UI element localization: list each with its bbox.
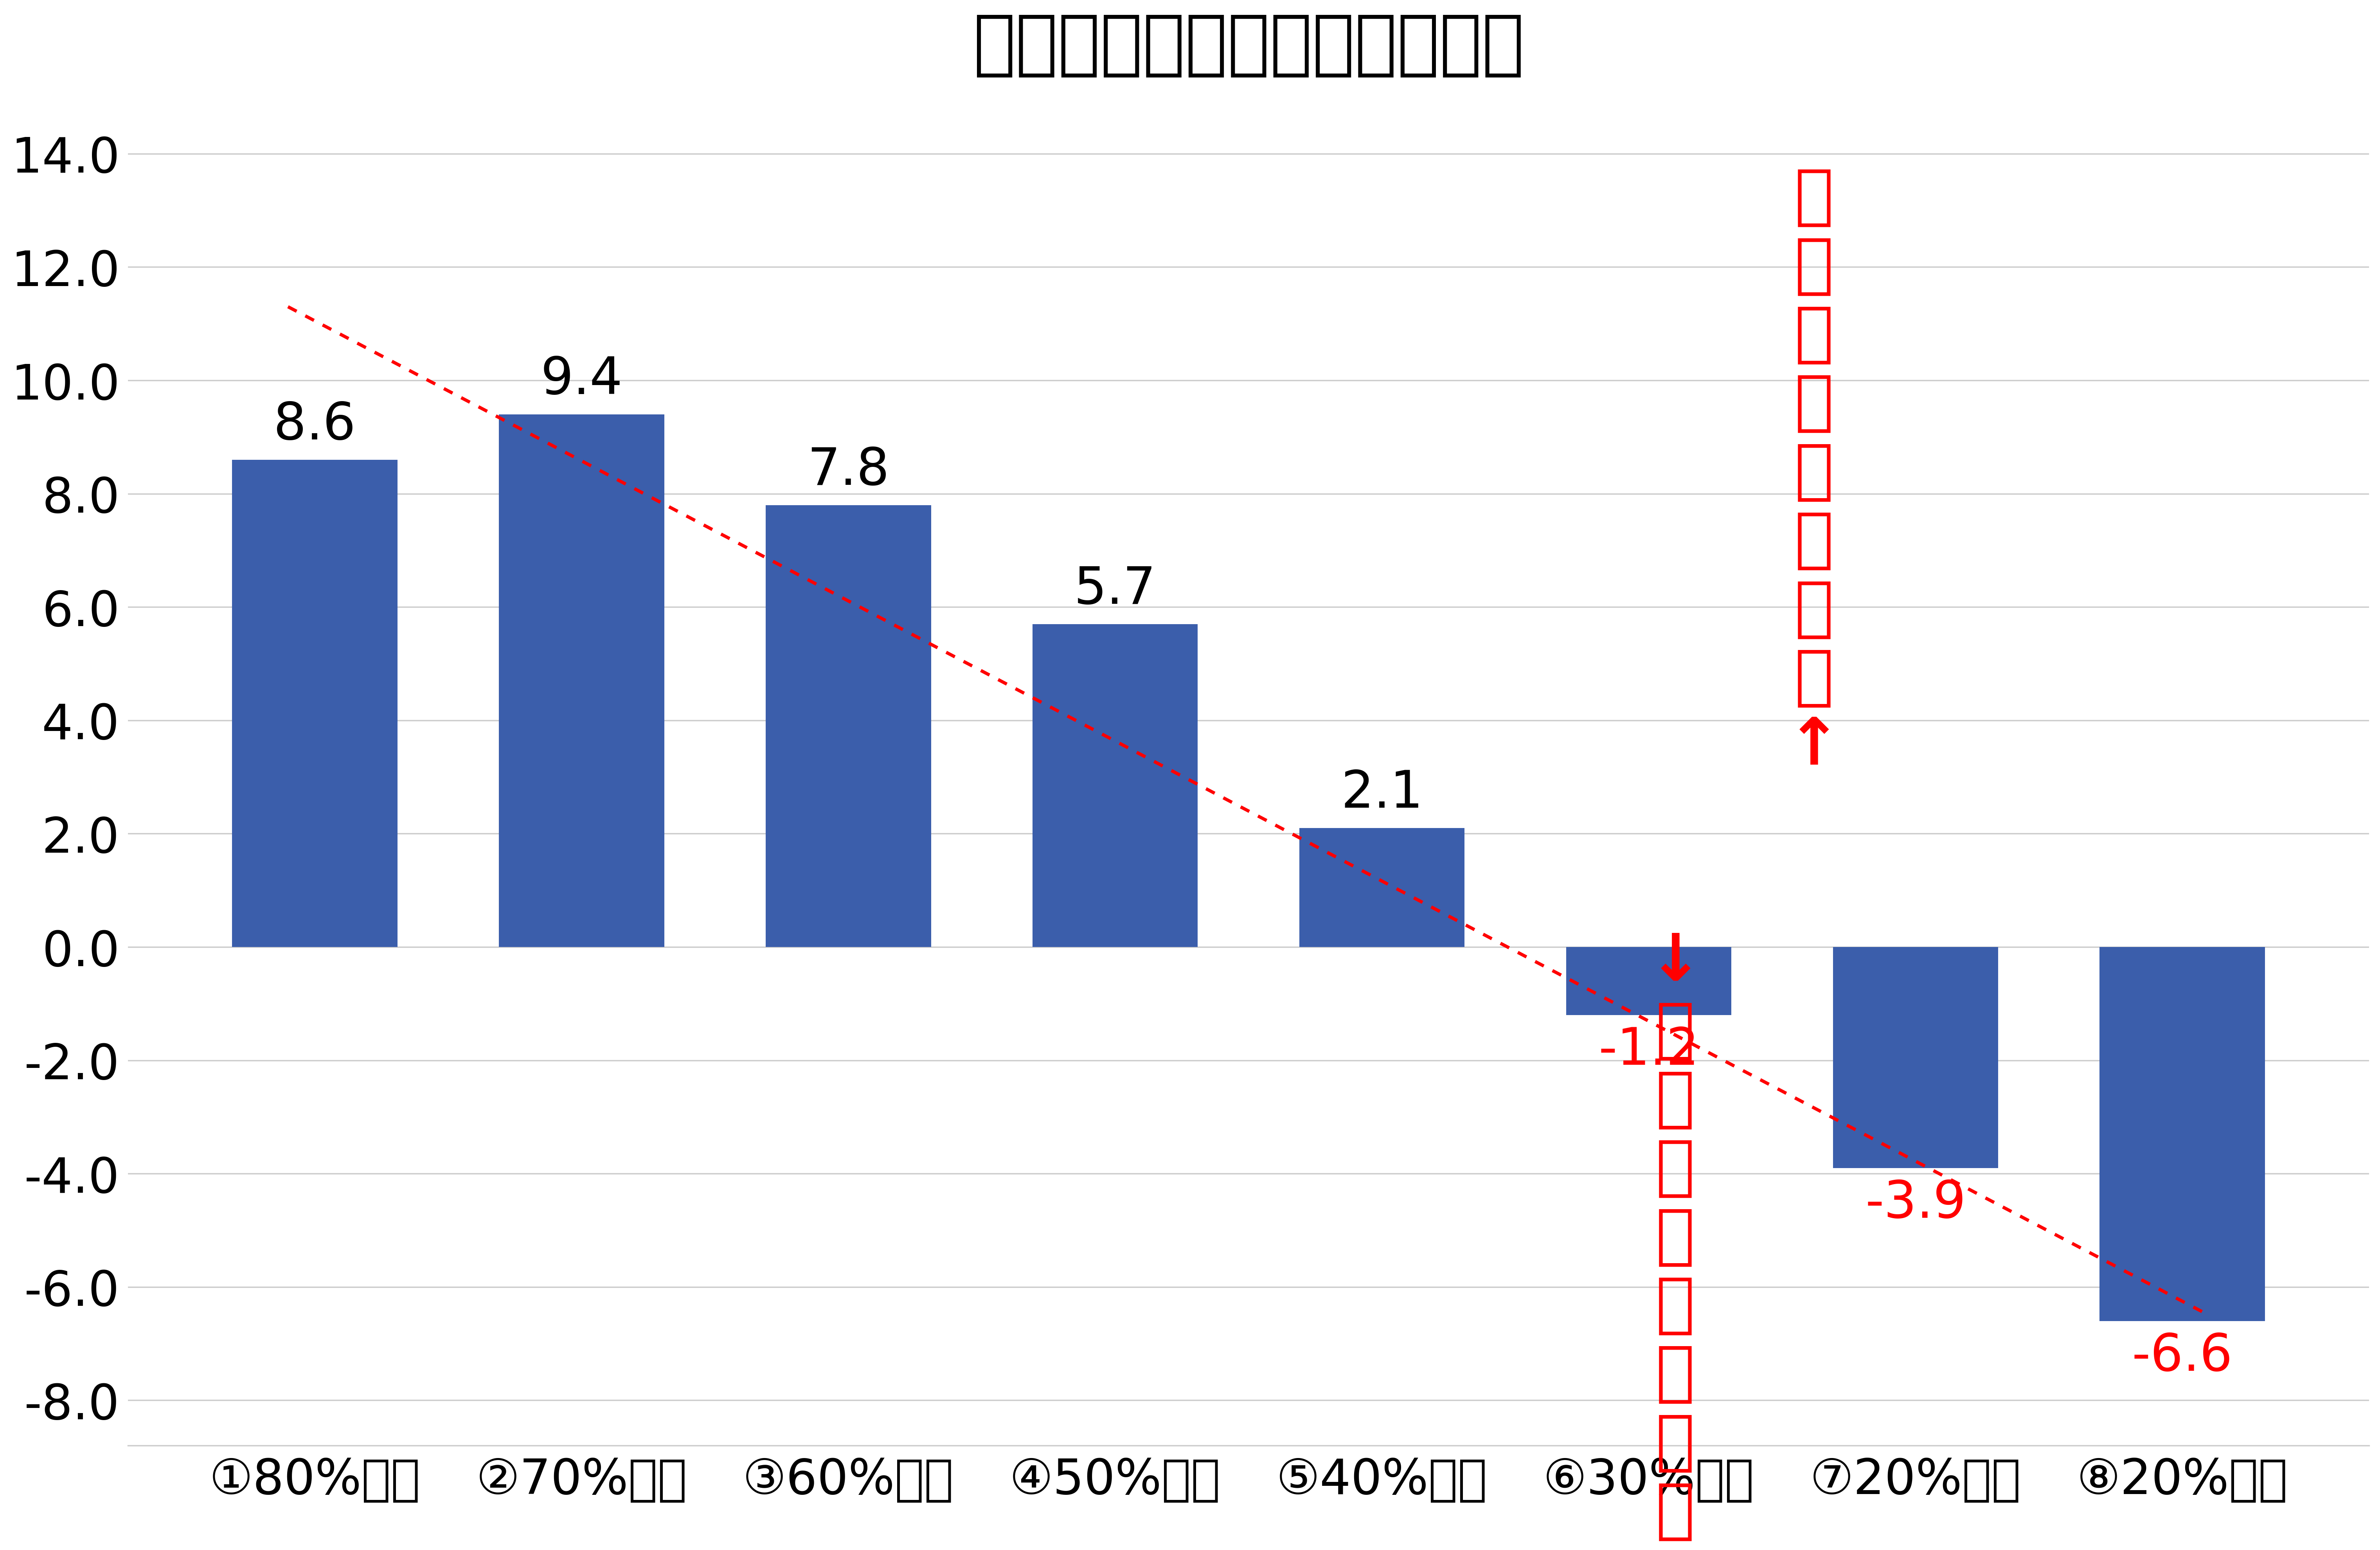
Bar [1299,828,1464,947]
Text: っ: っ [1795,577,1833,642]
Bar [231,460,397,947]
Text: 古: 古 [1795,234,1833,298]
Text: 上: 上 [1795,440,1833,504]
Bar [2099,947,2266,1321]
Text: が: が [1656,1342,1695,1406]
Text: 7.8: 7.8 [807,445,890,494]
Text: -6.6: -6.6 [2132,1331,2232,1381]
Text: た: た [1656,1479,1695,1542]
Text: 9.4: 9.4 [540,355,624,405]
Text: 下: 下 [1656,1273,1695,1338]
Text: 値: 値 [1795,372,1833,436]
Title: 儲かる確率別中古騰落率平均: 儲かる確率別中古騰落率平均 [973,11,1523,79]
Text: 中: 中 [1795,166,1833,229]
Text: 中: 中 [1656,998,1695,1063]
Text: 2.1: 2.1 [1340,769,1423,818]
Bar [1566,947,1730,1015]
Text: ↓: ↓ [1647,930,1702,994]
Text: た: た [1795,646,1833,710]
Bar [1033,625,1197,947]
Bar [500,415,664,947]
Text: で: で [1795,302,1833,366]
Bar [766,505,931,947]
Text: が: が [1795,508,1833,572]
Bar [1833,947,1999,1169]
Text: で: で [1656,1136,1695,1200]
Text: っ: っ [1656,1411,1695,1474]
Text: -1.2: -1.2 [1599,1025,1699,1076]
Text: 古: 古 [1656,1068,1695,1132]
Text: -3.9: -3.9 [1866,1178,1966,1228]
Text: 8.6: 8.6 [274,400,355,449]
Text: 5.7: 5.7 [1073,564,1157,614]
Text: ↑: ↑ [1787,715,1842,778]
Text: 値: 値 [1656,1204,1695,1268]
